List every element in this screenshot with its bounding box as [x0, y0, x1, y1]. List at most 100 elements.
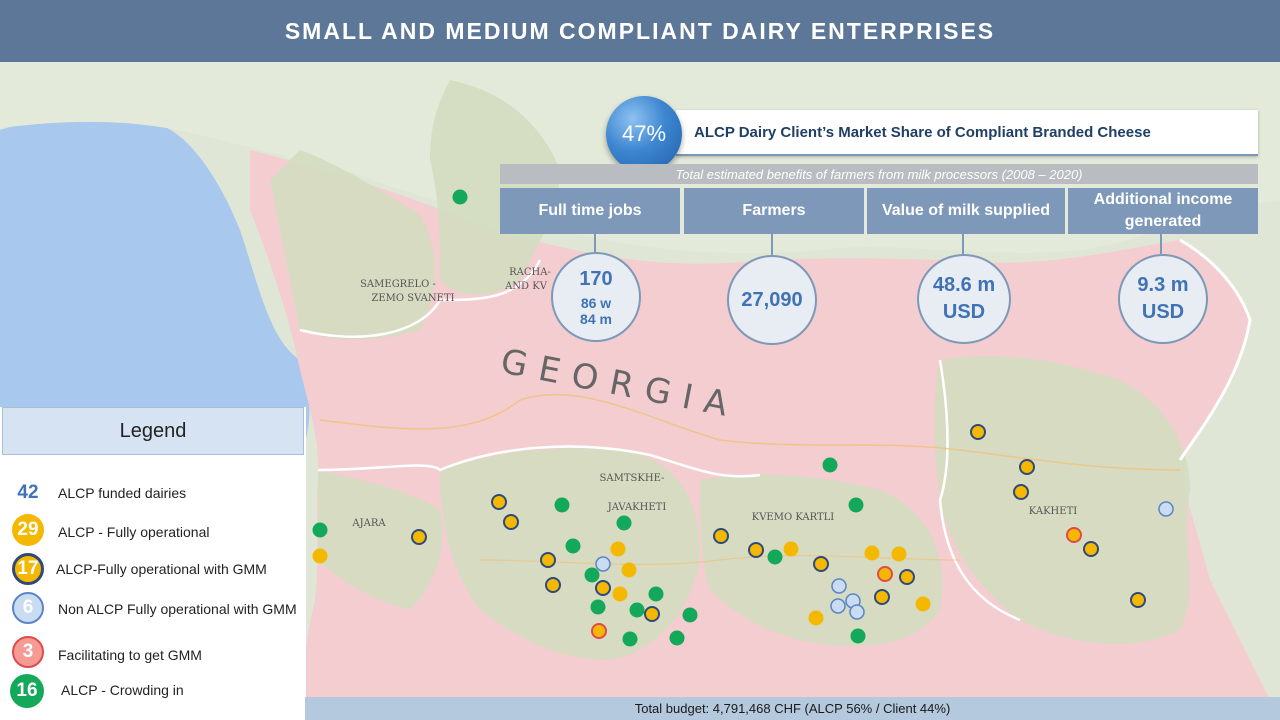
racha-region — [430, 80, 560, 295]
dairy-marker — [312, 548, 328, 564]
legend-count-fully-operational: 29 — [12, 514, 44, 546]
dairy-marker — [452, 189, 468, 205]
stat-value-farmers: 27,090 — [741, 288, 803, 311]
dairy-marker — [850, 628, 866, 644]
legend-count-funded: 42 — [17, 482, 39, 503]
dairy-marker — [830, 598, 846, 614]
dairy-marker — [877, 566, 893, 582]
legend-count-non-alcp: 6 — [12, 592, 44, 624]
dairy-marker — [682, 607, 698, 623]
legend-label-funded: ALCP funded dairies — [58, 485, 187, 501]
region-label-racha-1: RACHA- — [509, 267, 551, 278]
dairy-marker — [648, 586, 664, 602]
region-label-racha-2: AND KV — [504, 281, 548, 292]
stat-value-income: 9.3 m — [1137, 274, 1189, 296]
dairy-marker — [748, 542, 764, 558]
dairy-marker — [595, 556, 611, 572]
dairy-marker — [612, 586, 628, 602]
stat-circle-income: 9.3 m USD — [1118, 254, 1208, 344]
stat-unit-income: USD — [1141, 301, 1185, 323]
stat-circle-milk: 48.6 m USD — [917, 254, 1011, 344]
legend-label-non-alcp: Non ALCP Fully operational with GMM — [58, 601, 297, 617]
dairy-marker — [849, 604, 865, 620]
connector-income — [1160, 234, 1162, 254]
market-share-strip: ALCP Dairy Client’s Market Share of Comp… — [676, 110, 1258, 156]
dairy-marker — [848, 497, 864, 513]
dairy-marker — [591, 623, 607, 639]
dairy-marker — [1158, 501, 1174, 517]
dairy-marker — [891, 546, 907, 562]
region-label-samtskhe-1: SAMTSKHE- — [600, 473, 665, 484]
benefits-subtitle: Total estimated benefits of farmers from… — [500, 164, 1258, 184]
market-share-label: ALCP Dairy Client’s Market Share of Comp… — [694, 123, 1151, 141]
dairy-marker — [629, 602, 645, 618]
stat-value-jobs: 170 — [579, 267, 613, 290]
connector-milk — [962, 234, 964, 254]
stat-women: 86 w — [580, 294, 612, 311]
dairy-marker — [554, 497, 570, 513]
dairy-marker — [616, 515, 632, 531]
dairy-marker — [590, 599, 606, 615]
dairy-marker — [783, 541, 799, 557]
dairy-marker — [491, 494, 507, 510]
stat-header-income: Additional income generated — [1068, 188, 1258, 234]
dairy-markers — [312, 189, 1174, 647]
samegrelo-region — [270, 150, 435, 340]
dairy-marker — [610, 541, 626, 557]
dairy-marker — [584, 567, 600, 583]
dairy-marker — [540, 552, 556, 568]
region-label-kvemo: KVEMO KARTLI — [752, 512, 835, 523]
region-label-ajara: AJARA — [351, 518, 386, 529]
dairy-marker — [970, 424, 986, 440]
dairy-marker — [713, 528, 729, 544]
region-label-samtskhe-2: JAVAKHETI — [607, 502, 667, 513]
dairy-marker — [644, 606, 660, 622]
stat-circle-jobs: 170 86 w 84 m — [551, 252, 641, 342]
dairy-marker — [595, 580, 611, 596]
legend-count-crowding: 16 — [10, 674, 44, 708]
dairy-marker — [503, 514, 519, 530]
dairy-marker — [831, 578, 847, 594]
region-label-samegrelo-2: ZEMO SVANETI — [371, 293, 454, 304]
dairy-marker — [915, 596, 931, 612]
dairy-marker — [411, 529, 427, 545]
stat-value-milk: 48.6 m — [932, 274, 996, 296]
dairy-marker — [1130, 592, 1146, 608]
budget-footer: Total budget: 4,791,468 CHF (ALCP 56% / … — [305, 697, 1280, 720]
legend-label-facilitating: Facilitating to get GMM — [58, 647, 202, 663]
legend-count-facilitating: 3 — [12, 636, 44, 668]
kakheti-region — [934, 356, 1190, 644]
stat-unit-milk: USD — [942, 301, 986, 323]
dairy-marker — [808, 610, 824, 626]
dairy-marker — [621, 562, 637, 578]
dairy-marker — [899, 569, 915, 585]
dairy-marker — [1013, 484, 1029, 500]
dairy-marker — [864, 545, 880, 561]
stat-header-jobs: Full time jobs — [500, 188, 680, 234]
legend-label-fully-operational: ALCP - Fully operational — [58, 524, 210, 540]
dairy-marker — [565, 538, 581, 554]
page-title: SMALL AND MEDIUM COMPLIANT DAIRY ENTERPR… — [0, 0, 1280, 62]
dairy-marker — [874, 589, 890, 605]
legend-count-gmm: 17 — [12, 553, 44, 585]
dairy-marker — [669, 630, 685, 646]
dairy-marker — [622, 631, 638, 647]
stat-circle-farmers: 27,090 — [727, 255, 817, 345]
region-label-kakheti: KAKHETI — [1029, 506, 1077, 517]
dairy-marker — [813, 556, 829, 572]
dairy-marker — [312, 522, 328, 538]
region-label-samegrelo-1: SAMEGRELO - — [360, 279, 436, 290]
market-share-bubble: 47% — [606, 96, 682, 172]
dairy-marker — [1066, 527, 1082, 543]
dairy-marker — [1019, 459, 1035, 475]
stat-header-farmers: Farmers — [684, 188, 864, 234]
dairy-marker — [545, 577, 561, 593]
legend-panel: Legend 42 ALCP funded dairies 29 ALCP - … — [0, 407, 306, 720]
stat-men: 84 m — [580, 310, 612, 327]
dairy-marker — [822, 457, 838, 473]
dairy-marker — [767, 549, 783, 565]
legend-title: Legend — [2, 407, 304, 455]
legend-label-crowding: ALCP - Crowding in — [61, 682, 184, 698]
legend-label-gmm: ALCP-Fully operational with GMM — [56, 561, 267, 577]
dairy-marker — [1083, 541, 1099, 557]
